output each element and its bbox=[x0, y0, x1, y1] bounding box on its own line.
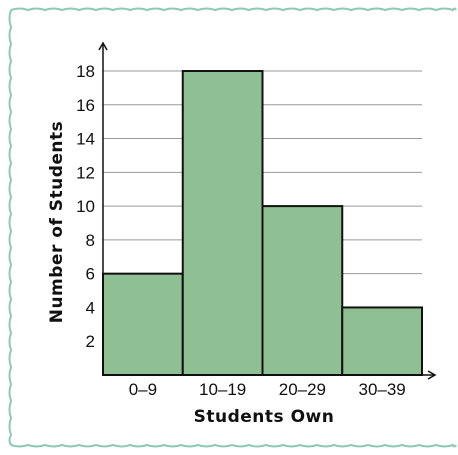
x-axis-arrow bbox=[427, 370, 437, 380]
bar-20–29 bbox=[261, 205, 344, 376]
y-tick-label-10: 10 bbox=[76, 197, 95, 216]
x-tick-labels: 0–9 10–19 20–29 30–39 bbox=[129, 380, 406, 399]
y-tick-label-14: 14 bbox=[76, 130, 95, 149]
x-tick-label-0–9: 0–9 bbox=[129, 380, 157, 399]
x-tick-label-20–29: 20–29 bbox=[279, 380, 326, 399]
frame-top-edge bbox=[10, 7, 457, 12]
y-tick-label-12: 12 bbox=[76, 163, 95, 182]
y-tick-label-8: 8 bbox=[86, 231, 95, 250]
bar-0–9 bbox=[102, 272, 184, 376]
bar-10–19 bbox=[181, 70, 264, 376]
y-axis-arrow bbox=[98, 41, 108, 51]
frame-left-edge bbox=[8, 9, 13, 446]
x-tick-label-10–19: 10–19 bbox=[199, 380, 246, 399]
x-tick-label-30–39: 30–39 bbox=[358, 380, 405, 399]
bars bbox=[102, 70, 423, 377]
y-axis-title: Number of Students bbox=[47, 121, 67, 324]
y-tick-label-16: 16 bbox=[76, 96, 95, 115]
y-tick-label-4: 4 bbox=[86, 298, 95, 317]
frame-bottom-edge bbox=[10, 443, 457, 448]
axes bbox=[98, 41, 437, 380]
y-tick-labels: 2 4 6 8 10 12 14 16 18 bbox=[76, 62, 95, 351]
y-tick-label-2: 2 bbox=[86, 332, 95, 351]
bar-30–39 bbox=[341, 306, 423, 377]
y-tick-label-6: 6 bbox=[86, 265, 95, 284]
y-tick-label-18: 18 bbox=[76, 62, 95, 81]
x-axis-title: Students Own bbox=[194, 407, 335, 427]
